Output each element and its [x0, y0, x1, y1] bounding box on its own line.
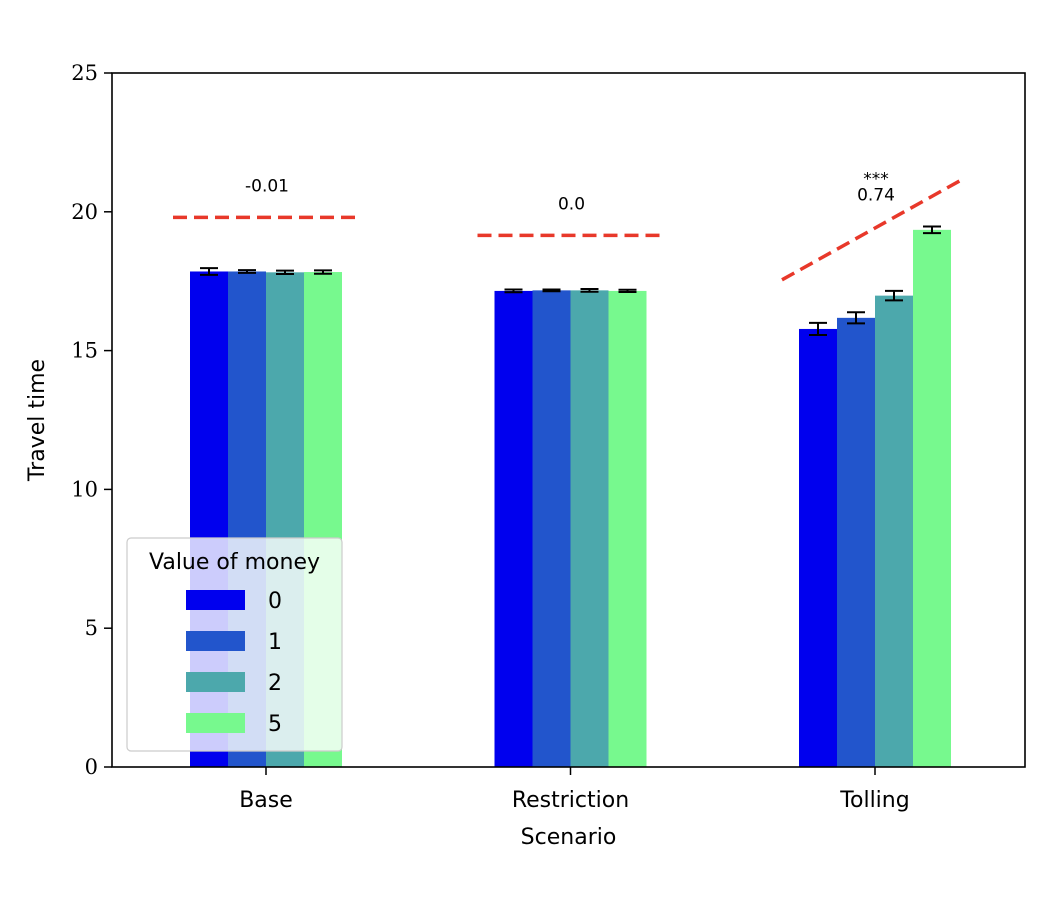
legend: Value of money 0 1 2 5 — [126, 537, 343, 752]
legend-label: 1 — [268, 630, 282, 655]
bars-layer — [190, 229, 951, 767]
x-tick-label: Tolling — [839, 788, 909, 813]
trend-line — [781, 176, 965, 282]
x-axis-label: Scenario — [521, 825, 617, 850]
trend-coefficient: 0.74 — [857, 185, 895, 205]
legend-title: Value of money — [149, 550, 320, 575]
legend-swatch — [186, 590, 245, 610]
significance-stars: *** — [863, 169, 889, 189]
y-axis-label: Travel time — [25, 359, 50, 482]
y-tick-label: 15 — [71, 339, 98, 363]
legend-label: 5 — [268, 712, 282, 737]
legend-label: 2 — [268, 671, 282, 696]
x-tick-label: Base — [239, 788, 293, 813]
trend-lines-layer: -0.01 0.0 0.74*** — [173, 169, 965, 282]
x-axis: Base Restriction Tolling — [239, 767, 910, 813]
y-tick-label: 5 — [85, 616, 98, 640]
y-tick-label: 20 — [71, 200, 98, 224]
bar — [570, 290, 609, 767]
y-tick-label: 25 — [71, 61, 98, 85]
bar — [875, 295, 913, 767]
bar — [837, 317, 875, 767]
legend-swatch — [186, 672, 245, 692]
bar — [494, 290, 533, 767]
plot-frame — [111, 72, 1026, 768]
legend-label: 0 — [268, 589, 282, 614]
trend-coefficient: 0.0 — [558, 194, 585, 214]
legend-swatch — [186, 713, 245, 733]
legend-swatch — [186, 631, 245, 651]
y-tick-label: 0 — [85, 755, 98, 779]
y-axis: 0 5 10 15 20 25 — [71, 61, 112, 779]
errorbars-layer — [200, 225, 941, 337]
legend-items: 0 1 2 5 — [186, 589, 282, 737]
bar — [532, 290, 571, 767]
x-tick-label: Restriction — [512, 788, 629, 813]
bar — [608, 290, 647, 767]
bar — [913, 229, 951, 767]
trend-coefficient: -0.01 — [245, 176, 289, 196]
bar — [799, 328, 837, 767]
y-tick-label: 10 — [71, 477, 98, 501]
